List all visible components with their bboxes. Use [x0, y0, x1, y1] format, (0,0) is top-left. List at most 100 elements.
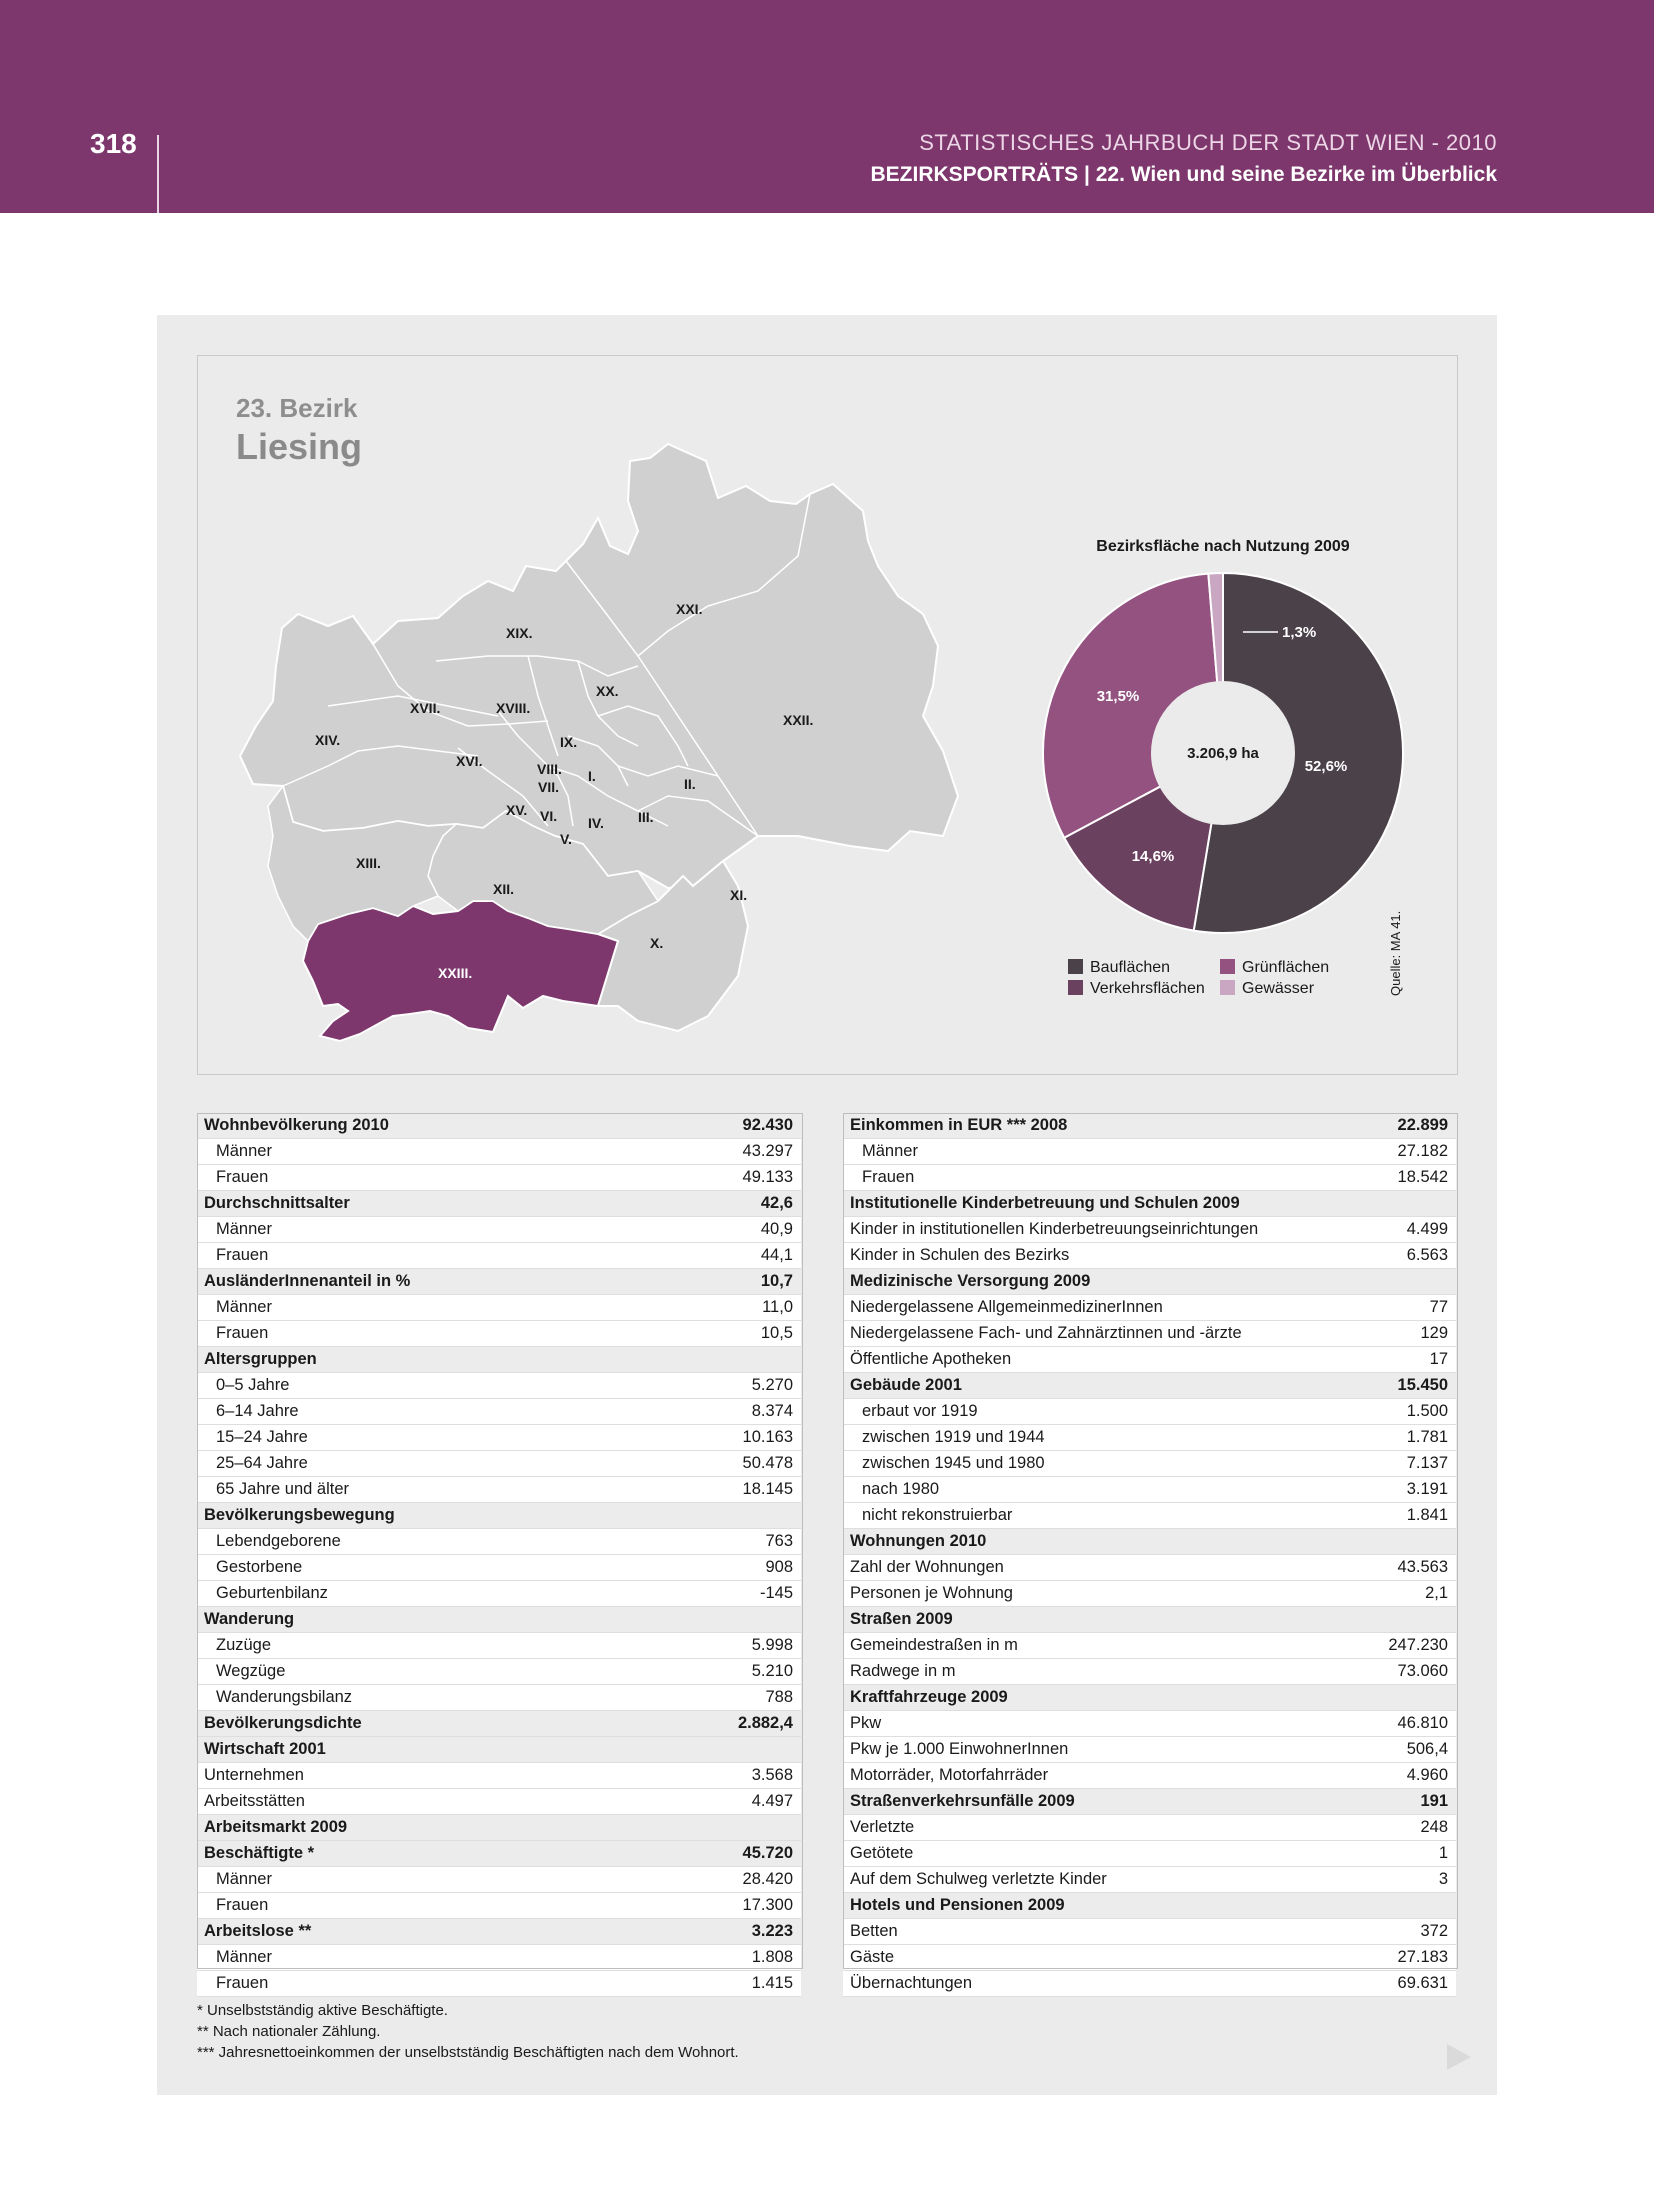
row-label: Auf dem Schulweg verletzte Kinder	[843, 1866, 1321, 1893]
row-value: 2,1	[1321, 1580, 1456, 1607]
row-label: Gebäude 2001	[843, 1372, 1321, 1399]
row-label: Niedergelassene Fach- und Zahnärztinnen …	[843, 1320, 1321, 1347]
row-label: Übernachtungen	[843, 1970, 1321, 1997]
row-label: Zuzüge	[197, 1632, 666, 1659]
next-page-arrow-icon[interactable]	[1447, 2044, 1471, 2070]
table-row: Getötete 1	[843, 1840, 1456, 1867]
row-label: nicht rekonstruierbar	[843, 1502, 1321, 1529]
table-row: Frauen 18.542	[843, 1164, 1456, 1191]
row-value	[1321, 1528, 1456, 1555]
legend-swatch-verkehrsflaechen	[1068, 980, 1083, 995]
table-section-row: Straßen 2009	[843, 1606, 1456, 1633]
row-value: 17.300	[666, 1892, 801, 1919]
row-label: Wanderungsbilanz	[197, 1684, 666, 1711]
row-label: 6–14 Jahre	[197, 1398, 666, 1425]
row-label: Zahl der Wohnungen	[843, 1554, 1321, 1581]
district-name: Liesing	[236, 426, 363, 467]
table-row: Frauen 44,1	[197, 1242, 801, 1269]
footnote-3: *** Jahresnettoeinkommen der unselbststä…	[197, 2044, 739, 2061]
row-value: 27.183	[1321, 1944, 1456, 1971]
table-section-row: Altersgruppen	[197, 1346, 801, 1373]
row-value: 22.899	[1321, 1113, 1456, 1139]
table-row: Geburtenbilanz -145	[197, 1580, 801, 1607]
row-label: Personen je Wohnung	[843, 1580, 1321, 1607]
map-and-chart-box: 23. Bezirk Liesing	[197, 355, 1458, 1075]
legend-swatch-bauflaechen	[1068, 959, 1083, 974]
table-section-row: Durchschnittsalter 42,6	[197, 1190, 801, 1217]
row-value: 3.223	[666, 1918, 801, 1945]
legend-swatch-gewaesser	[1220, 980, 1235, 995]
map-label-viii: VIII.	[537, 761, 562, 777]
row-value: 18.542	[1321, 1164, 1456, 1191]
row-label: Radwege in m	[843, 1658, 1321, 1685]
row-label: nach 1980	[843, 1476, 1321, 1503]
row-label: Getötete	[843, 1840, 1321, 1867]
row-value: 73.060	[1321, 1658, 1456, 1685]
map-southern-area	[595, 859, 750, 1033]
table-row: 0–5 Jahre 5.270	[197, 1372, 801, 1399]
row-label: Kinder in Schulen des Bezirks	[843, 1242, 1321, 1269]
row-label: Wegzüge	[197, 1658, 666, 1685]
table-section-row: Institutionelle Kinderbetreuung und Schu…	[843, 1190, 1456, 1217]
table-row: Öffentliche Apotheken 17	[843, 1346, 1456, 1373]
table-row: Männer 11,0	[197, 1294, 801, 1321]
table-row: Männer 40,9	[197, 1216, 801, 1243]
row-label: erbaut vor 1919	[843, 1398, 1321, 1425]
row-label: Gestorbene	[197, 1554, 666, 1581]
row-value: 372	[1321, 1918, 1456, 1945]
row-label: Altersgruppen	[197, 1346, 666, 1373]
row-value: -145	[666, 1580, 801, 1607]
table-row: Kinder in Schulen des Bezirks 6.563	[843, 1242, 1456, 1269]
table-section-row: Gebäude 2001 15.450	[843, 1372, 1456, 1399]
row-value: 247.230	[1321, 1632, 1456, 1659]
row-value: 191	[1321, 1788, 1456, 1815]
row-value: 45.720	[666, 1840, 801, 1867]
table-row: 25–64 Jahre 50.478	[197, 1450, 801, 1477]
row-label: 0–5 Jahre	[197, 1372, 666, 1399]
row-value: 17	[1321, 1346, 1456, 1373]
table-row: Niedergelassene Fach- und Zahnärztinnen …	[843, 1320, 1456, 1347]
row-label: Kinder in institutionellen Kinderbetreuu…	[843, 1216, 1321, 1243]
map-xiii-area	[267, 784, 459, 943]
district-stats-table-left: Wohnbevölkerung 2010 92.430 Männer 43.297 Fr…	[197, 1113, 801, 1997]
row-label: Männer	[197, 1138, 666, 1165]
pie-title: Bezirksfläche nach Nutzung 2009	[1096, 538, 1350, 555]
row-value: 506,4	[1321, 1736, 1456, 1763]
row-label: Öffentliche Apotheken	[843, 1346, 1321, 1373]
pie-value-labels: 52,6% 14,6% 31,5% 1,3%	[1097, 624, 1348, 865]
map-label-ix: IX.	[560, 734, 577, 750]
map-label-xxii: XXII.	[783, 712, 813, 728]
row-label: Lebendgeborene	[197, 1528, 666, 1555]
legend-label-verkehrsflaechen: Verkehrsflächen	[1090, 980, 1205, 997]
pie-slice-bauflaechen	[1192, 571, 1404, 934]
table-row: zwischen 1919 und 1944 1.781	[843, 1424, 1456, 1451]
row-label: Männer	[843, 1138, 1321, 1165]
row-value: 3.191	[1321, 1476, 1456, 1503]
row-value: 4.497	[666, 1788, 801, 1815]
row-value: 27.182	[1321, 1138, 1456, 1165]
row-value: 3.568	[666, 1762, 801, 1789]
table-row: Betten 372	[843, 1918, 1456, 1945]
table-row: Wegzüge 5.210	[197, 1658, 801, 1685]
legend-swatch-gruenflaechen	[1220, 959, 1235, 974]
row-value: 44,1	[666, 1242, 801, 1269]
row-value	[666, 1736, 801, 1763]
table-row: nicht rekonstruierbar 1.841	[843, 1502, 1456, 1529]
table-row: Frauen 10,5	[197, 1320, 801, 1347]
row-value: 3	[1321, 1866, 1456, 1893]
row-value	[1321, 1190, 1456, 1217]
legend-label-bauflaechen: Bauflächen	[1090, 959, 1170, 976]
map-label-iii: III.	[638, 809, 654, 825]
row-value: 2.882,4	[666, 1710, 801, 1737]
row-value: 4.960	[1321, 1762, 1456, 1789]
row-value: 129	[1321, 1320, 1456, 1347]
row-value: 788	[666, 1684, 801, 1711]
map-label-xi: XI.	[730, 887, 747, 903]
map-and-pie-graphic: XXI. XIX. XX. XVII. XVIII. XXII. XIV. IX…	[238, 442, 1404, 1043]
row-value: 5.998	[666, 1632, 801, 1659]
row-value: 763	[666, 1528, 801, 1555]
table-row: Frauen 17.300	[197, 1892, 801, 1919]
map-label-xvi: XVI.	[456, 753, 482, 769]
map-label-xxi: XXI.	[676, 601, 702, 617]
pie-center-hole	[1151, 681, 1295, 825]
